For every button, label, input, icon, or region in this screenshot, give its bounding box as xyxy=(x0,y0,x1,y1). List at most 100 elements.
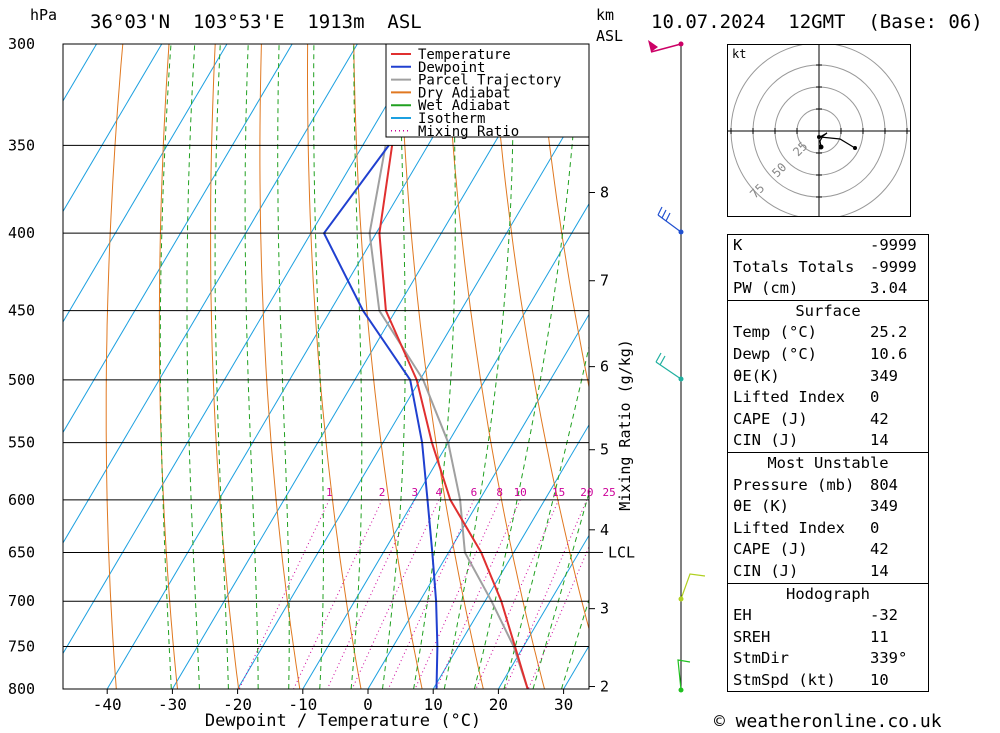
mu-cape-row: CAPE (J) 42 xyxy=(733,540,889,559)
legend-label: Temperature xyxy=(418,47,511,63)
surface-dewp-row: Dewp (°C) 10.6 xyxy=(733,344,908,363)
wet-adiabat-line xyxy=(186,44,200,689)
wet-adiabat-line xyxy=(277,44,290,689)
legend-label: Dry Adiabat xyxy=(418,85,511,101)
mixing-ratio-label: 8 xyxy=(496,486,503,499)
mu-pressure-row: Pressure (mb) 804 xyxy=(733,475,898,494)
wind-barb-tick xyxy=(659,355,666,366)
mixing-ratio-label: 3 xyxy=(411,486,418,499)
mixing-ratio-line xyxy=(351,499,440,689)
pressure-label: 800 xyxy=(8,680,35,698)
wind-barb-tick xyxy=(665,212,671,222)
hodo-point xyxy=(853,146,857,150)
pressure-label: 350 xyxy=(8,136,35,154)
surface-title: Surface xyxy=(795,301,861,320)
stmspd-row: StmSpd (kt) 10 xyxy=(733,670,889,689)
surface-section: Surface Temp (°C) 25.2 Dewp (°C) 10.6 θE(K… xyxy=(728,299,928,452)
mixing-ratio-label: 10 xyxy=(514,486,527,499)
x-tick-label: 30 xyxy=(554,695,573,714)
totals-totals-row: Totals Totals -9999 xyxy=(733,257,917,276)
lcl-label: LCL xyxy=(608,543,635,561)
pw-row: PW (cm) 3.04 xyxy=(733,279,908,298)
mixing-ratio-line xyxy=(414,499,501,689)
surface-temp-row: Temp (°C) 25.2 xyxy=(733,323,908,342)
series-dewpoint xyxy=(322,144,439,689)
x-tick-label: 10 xyxy=(424,695,443,714)
dry-adiabat-line xyxy=(538,44,589,390)
surface-cape-row: CAPE (J) 42 xyxy=(733,409,889,428)
wet-adiabat-line xyxy=(413,44,456,689)
wind-barb-flag xyxy=(648,40,658,52)
datetime-title: 10.07.2024 12GMT (Base: 06) xyxy=(651,11,983,33)
isotherm-line xyxy=(63,44,358,544)
most-unstable-section: Most Unstable Pressure (mb) 804 θE (K) 349… xyxy=(728,451,928,583)
mu-theta-row: θE (K) 349 xyxy=(733,497,898,516)
pressure-label: 400 xyxy=(8,224,35,242)
isotherm-line xyxy=(432,423,589,689)
credit-text: © weatheronline.co.uk xyxy=(714,711,942,732)
mixing-ratio-label: 4 xyxy=(435,486,442,499)
wet-adiabat-line xyxy=(443,44,514,689)
mixing-ratio-axis-label: Mixing Ratio (g/kg) xyxy=(616,339,634,511)
mixing-ratio-line xyxy=(527,545,589,689)
legend-label: Parcel Trajectory xyxy=(418,73,561,89)
pressure-label: 300 xyxy=(8,35,35,53)
dry-adiabat-line xyxy=(105,44,124,689)
pressure-label: 550 xyxy=(8,434,35,452)
km-tick-label: 7 xyxy=(600,272,609,290)
dry-adiabat-line xyxy=(353,44,423,689)
km-tick-label: 6 xyxy=(600,358,609,376)
mixing-ratio-label: 25 xyxy=(603,486,616,499)
height-km-ticks: 8 7 6 5 4 3 2 LCL xyxy=(589,183,635,696)
series-temperature xyxy=(378,145,529,689)
hodograph-title: Hodograph xyxy=(786,584,870,603)
mu-li-row: Lifted Index 0 xyxy=(733,518,880,537)
isotherm-line xyxy=(106,44,489,689)
mixing-ratio-labels: 1 2 3 4 6 8 10 15 20 25 xyxy=(326,486,616,499)
x-tick-label: -40 xyxy=(93,695,122,714)
dry-adiabat-line xyxy=(210,44,240,689)
pressure-label: 650 xyxy=(8,543,35,561)
plot-frame xyxy=(62,43,590,690)
dry-adiabat-line xyxy=(259,44,301,689)
hodo-ring-label-25: 25 xyxy=(790,139,810,159)
dry-adiabat-line xyxy=(307,44,362,689)
mixing-ratio-line xyxy=(435,499,521,689)
wind-barb xyxy=(650,43,682,53)
wind-barb xyxy=(680,573,706,600)
hodo-trace xyxy=(818,132,856,149)
mu-cin-row: CIN (J) 14 xyxy=(733,561,889,580)
wind-barb-tick xyxy=(655,352,662,363)
mixing-ratio-label: 6 xyxy=(471,486,478,499)
eh-row: EH -32 xyxy=(733,606,898,625)
surface-theta-row: θE(K) 349 xyxy=(733,366,898,385)
km-tick-label: 8 xyxy=(600,183,609,201)
hodo-ring-label-75: 75 xyxy=(747,181,767,201)
most-unstable-title: Most Unstable xyxy=(767,453,889,472)
indices-table: K -9999 Totals Totals -9999 PW (cm) 3.04 Su… xyxy=(727,234,929,693)
stmdir-row: StmDir 339° xyxy=(733,649,908,668)
km-tick-label: 5 xyxy=(600,441,609,459)
wind-barb-tick xyxy=(661,209,667,219)
hodo-point xyxy=(818,144,824,150)
km-tick-label: 3 xyxy=(600,600,609,618)
isotherm-line xyxy=(171,44,554,689)
km-unit-label: km xyxy=(596,6,614,24)
wind-barb-tick xyxy=(657,206,663,216)
pressure-label: 700 xyxy=(8,592,35,610)
sreh-row: SREH 11 xyxy=(733,627,889,646)
location-title: 36°03'N 103°53'E 1913m ASL xyxy=(90,11,422,33)
wet-adiabat-line xyxy=(244,44,259,689)
wind-barb xyxy=(657,214,682,233)
dry-adiabat-line xyxy=(399,44,484,689)
x-tick-label: 20 xyxy=(489,695,508,714)
x-tick-label: 0 xyxy=(363,695,373,714)
dry-adiabat-line xyxy=(158,44,178,689)
wind-barbs xyxy=(648,40,706,693)
mixing-ratio-line xyxy=(387,499,475,689)
asl-unit-label: ASL xyxy=(596,27,623,45)
km-tick-label: 4 xyxy=(600,521,609,539)
pressure-label: 450 xyxy=(8,302,35,320)
